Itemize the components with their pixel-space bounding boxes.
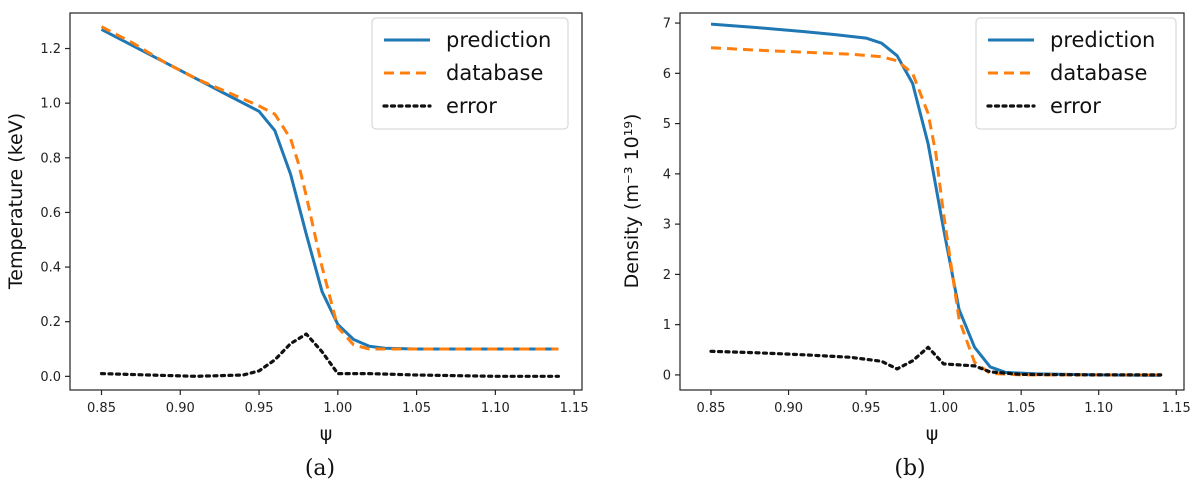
x-tick-label: 1.00 <box>929 401 958 416</box>
y-tick-label: 5 <box>663 117 671 132</box>
y-tick-label: 0.8 <box>40 151 61 166</box>
y-tick-label: 0.6 <box>40 206 61 221</box>
legend-label-database: database <box>1050 61 1147 85</box>
x-tick-label: 0.95 <box>852 401 881 416</box>
plot-frame <box>69 12 583 391</box>
series-group <box>99 25 561 378</box>
x-tick-label: 0.90 <box>774 401 803 416</box>
y-tick-label: 7 <box>663 17 671 32</box>
legend-label-error: error <box>446 94 497 118</box>
legend-label-database: database <box>446 61 543 85</box>
x-tick-label: 1.05 <box>402 401 431 416</box>
x-axis-label: ψ <box>926 423 939 445</box>
x-tick-label: 0.85 <box>697 401 726 416</box>
legend-label-prediction: prediction <box>1050 28 1155 52</box>
x-tick-label: 1.05 <box>1007 401 1036 416</box>
y-tick-label: 1.2 <box>40 42 61 57</box>
x-tick-label: 0.95 <box>245 401 274 416</box>
legend: prediction database error <box>371 17 569 130</box>
x-tick-label: 0.90 <box>166 401 195 416</box>
y-tick-label: 1.0 <box>40 97 61 112</box>
x-axis-label: ψ <box>320 423 333 445</box>
series-line-database <box>100 25 559 351</box>
x-tick-label: 1.10 <box>1084 401 1113 416</box>
legend-label-error: error <box>1050 94 1101 118</box>
y-tick-label: 0 <box>663 368 671 383</box>
legend-label-prediction: prediction <box>446 28 551 52</box>
series-line-database <box>710 46 1161 377</box>
legend-box <box>371 17 569 130</box>
y-tick-label: 4 <box>663 167 671 182</box>
x-tick-label: 1.00 <box>323 401 352 416</box>
series-group <box>709 22 1163 377</box>
y-tick-label: 6 <box>663 67 671 82</box>
y-tick-label: 2 <box>663 268 671 283</box>
y-tick-label: 3 <box>663 218 671 233</box>
y-axis-label: Density (m⁻³ 10¹⁹) <box>621 114 643 289</box>
density-chart: 0.85 0.90 0.95 1.00 1.05 1.10 1.15 0 1 2 3 4 5 6 7 ψ Den… <box>621 12 1191 481</box>
panel-b: 0.85 0.90 0.95 1.00 1.05 1.10 1.15 0 1 2 3 4 5 6 7 ψ Den… <box>600 0 1199 490</box>
legend-box <box>975 17 1177 130</box>
y-tick-label: 0.2 <box>40 315 61 330</box>
series-line-error <box>99 332 561 378</box>
temperature-chart: 0.85 0.90 0.95 1.00 1.05 1.10 1.15 0.0 0.2 0.4 0.6… <box>5 12 589 481</box>
panel-caption: (a) <box>305 456 335 481</box>
x-tick-label: 1.10 <box>481 401 510 416</box>
x-tick-label: 1.15 <box>1162 401 1191 416</box>
y-axis-label: Temperature (keV) <box>5 113 27 290</box>
x-tick-label: 0.85 <box>87 401 116 416</box>
x-tick-label: 1.15 <box>560 401 589 416</box>
legend: prediction database error <box>975 17 1177 130</box>
y-tick-label: 0.4 <box>40 261 61 276</box>
panel-caption: (b) <box>894 456 925 481</box>
y-tick-label: 1 <box>663 318 671 333</box>
series-line-error <box>709 345 1163 377</box>
panel-a: 0.85 0.90 0.95 1.00 1.05 1.10 1.15 0.0 0.2 0.4 0.6… <box>0 0 590 490</box>
y-tick-label: 0.0 <box>40 370 61 385</box>
plot-frame <box>679 12 1185 391</box>
